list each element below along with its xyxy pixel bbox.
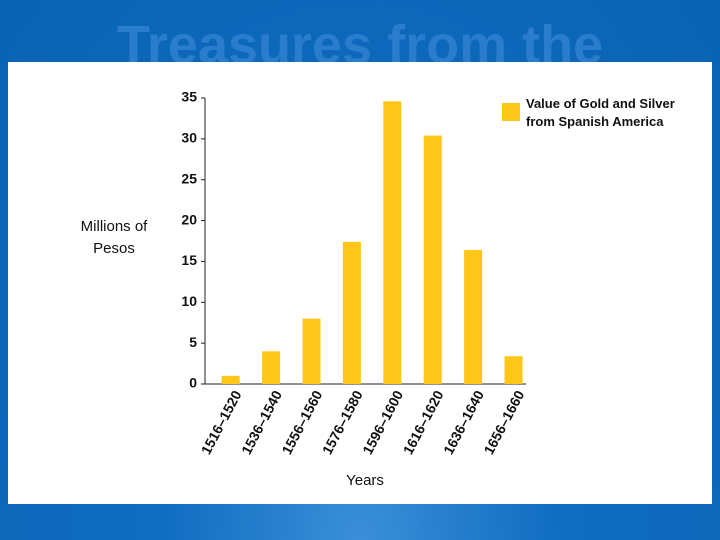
x-tick-label: 1556–1560 — [278, 387, 325, 457]
bar — [383, 101, 402, 385]
x-tick-label: 1516–1520 — [198, 387, 245, 457]
bar — [302, 318, 321, 384]
y-tick-label: 30 — [181, 130, 197, 146]
bar — [464, 249, 483, 384]
bar — [262, 351, 281, 384]
x-tick-label: 1636–1640 — [440, 387, 487, 457]
y-tick-label: 20 — [181, 211, 197, 227]
y-tick-label: 15 — [181, 252, 197, 268]
bar — [221, 375, 240, 384]
y-tick-label: 35 — [181, 89, 197, 105]
x-tick-label: 1656–1660 — [480, 387, 527, 457]
x-tick-label: 1576–1580 — [319, 387, 366, 457]
legend-label: Value of Gold and Silver from Spanish Am… — [526, 96, 675, 129]
x-tick-label: 1616–1620 — [400, 387, 447, 457]
legend-swatch — [502, 103, 520, 121]
y-tick-label: 0 — [189, 375, 197, 391]
y-tick-label: 5 — [189, 334, 197, 350]
y-tick-label: 25 — [181, 170, 197, 186]
bar — [342, 241, 361, 384]
y-tick-label: 10 — [181, 293, 197, 309]
bar — [504, 356, 523, 384]
y-axis-label: Millions of Pesos — [80, 218, 148, 257]
x-tick-label: 1596–1600 — [359, 387, 406, 457]
bar — [423, 135, 442, 384]
x-tick-label: 1536–1540 — [238, 387, 285, 457]
x-axis-label: Years — [346, 472, 384, 489]
